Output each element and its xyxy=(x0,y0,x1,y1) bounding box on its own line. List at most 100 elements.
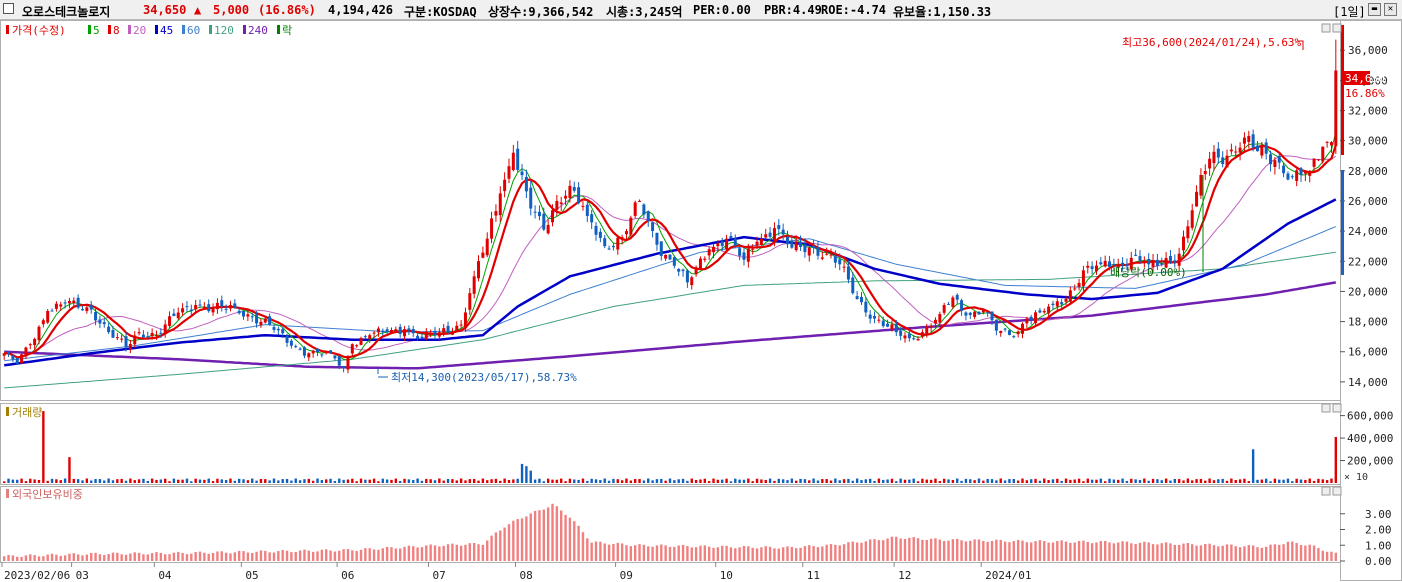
minimize-button[interactable]: ▬ xyxy=(1368,3,1381,16)
candle-body xyxy=(598,231,602,238)
volume-bar xyxy=(468,479,472,483)
candle-body xyxy=(764,234,768,238)
volume-bar xyxy=(281,479,284,483)
foreign-bar xyxy=(973,539,976,561)
price-tick-label: 22,000 xyxy=(1348,255,1388,268)
panel-min-button[interactable] xyxy=(1321,23,1331,33)
foreign-bar xyxy=(1251,545,1255,561)
foreign-bar xyxy=(499,530,502,561)
foreign-bar xyxy=(594,541,598,561)
foreign-bar xyxy=(1073,542,1076,561)
foreign-bar xyxy=(1082,540,1085,561)
candle-body xyxy=(1260,146,1264,156)
candle-body xyxy=(855,296,859,299)
candle-body xyxy=(907,333,911,339)
foreign-bar xyxy=(1325,551,1329,561)
ma45-line xyxy=(4,198,1337,367)
candle-body xyxy=(11,355,15,360)
candle-body xyxy=(994,319,998,331)
price-legend: 가격(수정) 5 8 20 45 60 120 240 락 xyxy=(6,24,292,37)
period-button[interactable]: [1일] xyxy=(1333,5,1366,19)
foreign-bar xyxy=(647,546,650,561)
volume-bar xyxy=(799,478,802,483)
market-type: 구분:KOSDAQ xyxy=(404,5,477,19)
volume-bar xyxy=(381,478,384,483)
candle-body xyxy=(851,277,855,294)
volume-panel-min-button[interactable] xyxy=(1321,403,1331,413)
foreign-bar xyxy=(781,547,785,561)
volume-bar xyxy=(338,478,341,483)
foreign-bar xyxy=(990,540,994,561)
volume-bar xyxy=(564,481,567,483)
foreign-bar xyxy=(542,509,545,561)
volume-bar xyxy=(868,478,872,483)
volume-panel-max-button[interactable] xyxy=(1332,403,1342,413)
candle-body xyxy=(41,320,45,325)
low-marker-icon xyxy=(377,368,388,378)
candle-body xyxy=(115,337,119,339)
candle-body xyxy=(803,244,807,253)
foreign-bar xyxy=(1099,541,1103,561)
candle-body xyxy=(1081,270,1085,287)
volume-bar xyxy=(586,480,589,483)
candle-body xyxy=(28,344,32,346)
volume-bar xyxy=(525,466,528,483)
volume-bar xyxy=(1099,478,1103,483)
foreign-panel-min-button[interactable] xyxy=(1321,486,1331,496)
panel-max-button[interactable] xyxy=(1332,23,1342,33)
candle-body xyxy=(1321,146,1325,162)
foreign-bar xyxy=(1317,548,1320,561)
candle-body xyxy=(881,320,885,327)
candle-body xyxy=(1034,312,1038,324)
volume-bar xyxy=(1130,478,1133,483)
candle-body xyxy=(307,353,311,358)
volume-bar xyxy=(1056,478,1059,483)
foreign-bar xyxy=(1003,541,1007,561)
foreign-bar xyxy=(512,520,515,561)
candle-body xyxy=(333,355,337,359)
foreign-bar xyxy=(808,545,811,561)
panel-checkbox[interactable] xyxy=(3,3,14,14)
foreign-bar xyxy=(742,545,746,561)
stock-name: 오로스테크놀로지 xyxy=(22,5,111,19)
foreign-bar xyxy=(168,554,171,561)
volume-bar xyxy=(255,480,258,483)
volume-bar xyxy=(886,479,889,483)
candle-body xyxy=(455,325,459,331)
candle-body xyxy=(977,311,981,315)
volume-bar xyxy=(311,480,315,483)
candle-body xyxy=(355,345,359,347)
candle-body xyxy=(607,248,611,250)
volume-bar xyxy=(1125,481,1129,483)
candle-body xyxy=(668,254,672,260)
foreign-panel-max-button[interactable] xyxy=(1332,486,1342,496)
volume-bar xyxy=(1312,480,1316,483)
foreign-bar xyxy=(625,545,628,561)
candle-body xyxy=(276,328,280,331)
candle-body xyxy=(102,322,106,325)
foreign-bar xyxy=(59,555,62,561)
volume-bar xyxy=(603,478,606,483)
foreign-bar xyxy=(216,551,219,561)
volume-bar xyxy=(573,479,576,483)
foreign-bar xyxy=(16,556,19,561)
candle-body xyxy=(951,297,955,307)
volume-bar xyxy=(277,480,280,483)
chart-grid xyxy=(0,20,1402,581)
foreign-bar xyxy=(1291,541,1294,561)
candle-body xyxy=(1221,157,1225,165)
candle-body xyxy=(416,335,420,339)
foreign-bar xyxy=(233,552,237,561)
foreign-bar xyxy=(1095,542,1098,561)
volume-bar xyxy=(860,480,863,483)
candle-body xyxy=(1251,134,1255,148)
foreign-bar xyxy=(803,546,807,561)
foreign-tick-label: 1.00 xyxy=(1365,539,1392,552)
volume-bar xyxy=(533,479,537,483)
close-button[interactable]: ✕ xyxy=(1384,3,1397,16)
volume-bar xyxy=(377,481,380,483)
candle-body xyxy=(738,248,742,256)
foreign-bar xyxy=(677,545,680,561)
volume-bar xyxy=(677,479,680,483)
volume-bar xyxy=(912,478,915,483)
